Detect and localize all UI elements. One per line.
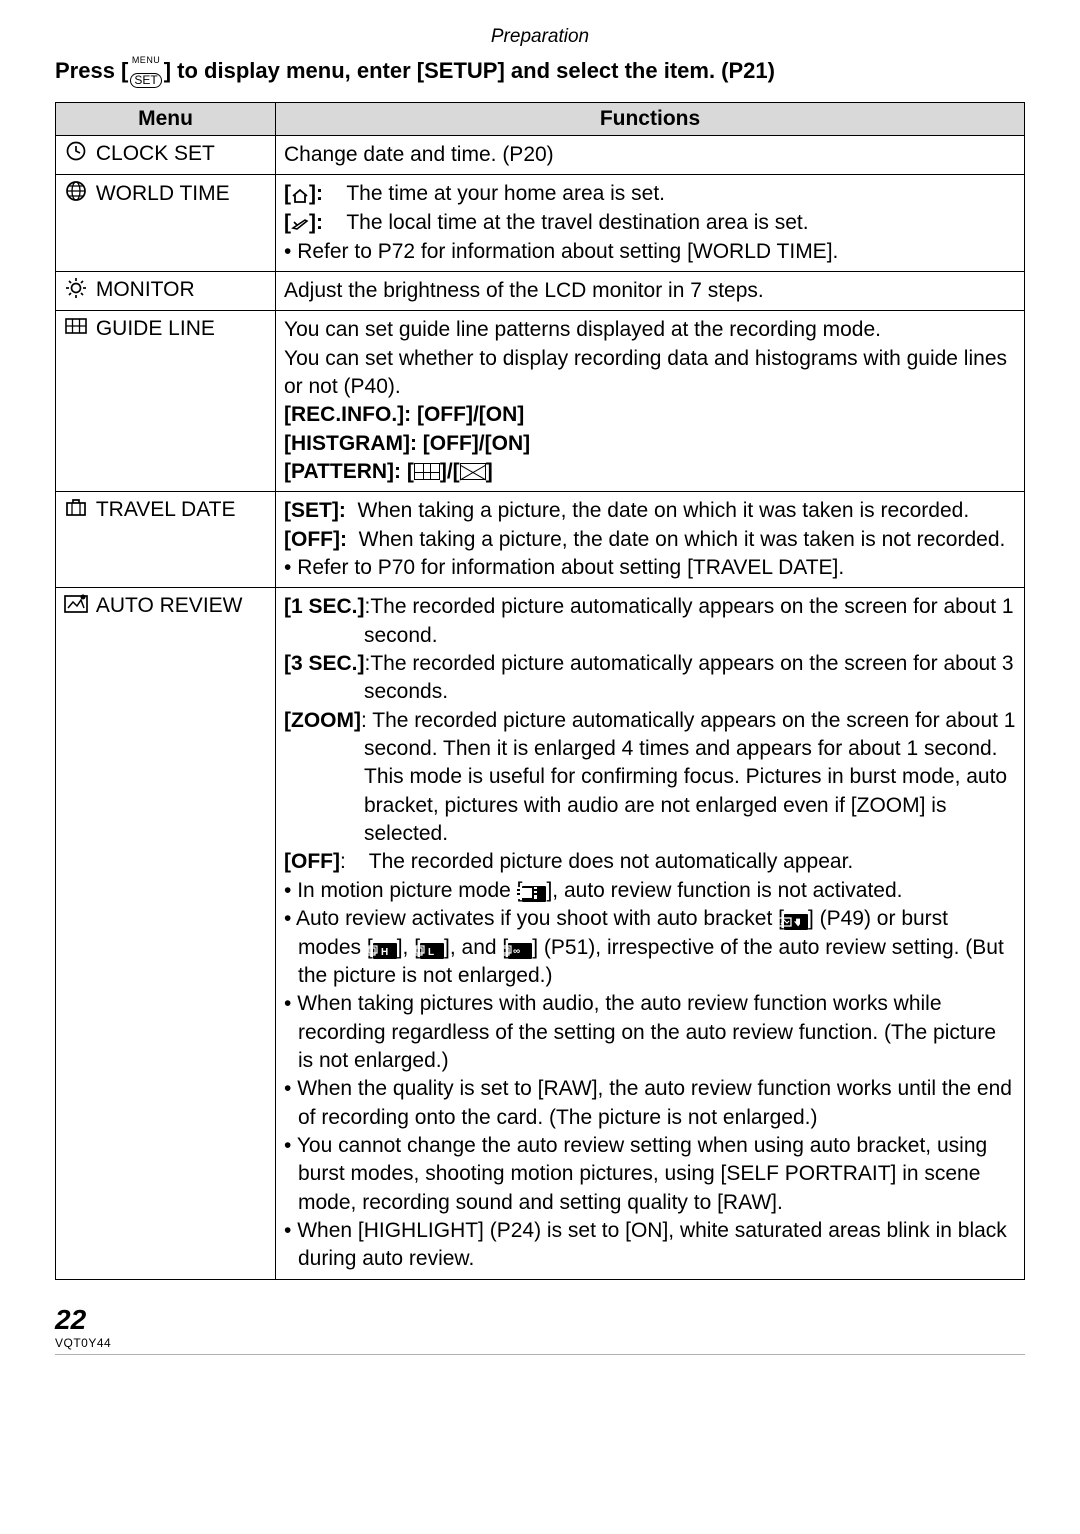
guide-rec: [REC.INFO.]: [OFF]/[ON] — [284, 401, 1016, 429]
auto-zoom-label: [ZOOM] — [284, 709, 361, 732]
guide-hist: [HISTGRAM]: [OFF]/[ON] — [284, 430, 1016, 458]
auto-3sec: [3 SEC.]:The recorded picture automatica… — [284, 650, 1016, 707]
auto-b3: When taking pictures with audio, the aut… — [284, 990, 1016, 1075]
travel-off-text: When taking a picture, the date on which… — [359, 528, 1006, 551]
plane-icon — [291, 209, 309, 237]
auto-1sec: [1 SEC.]:The recorded picture automatica… — [284, 593, 1016, 650]
auto-b2: Auto review activates if you shoot with … — [284, 905, 1016, 990]
travel-bracket-open: [ — [284, 211, 291, 234]
suitcase-icon — [62, 498, 90, 521]
page-footer: 22 VQT0Y44 — [55, 1304, 1025, 1355]
pattern-label: [PATTERN]: [ — [284, 460, 414, 483]
row-guide-line: GUIDE LINE You can set guide line patter… — [56, 311, 1025, 492]
pattern-grid-icon — [414, 463, 440, 480]
travel-set-text: When taking a picture, the date on which… — [358, 499, 970, 522]
svg-text:L: L — [428, 947, 434, 956]
home-text: The time at your home area is set. — [346, 182, 665, 205]
travel-text: The local time at the travel destination… — [346, 211, 808, 234]
auto-zoom: [ZOOM]: The recorded picture automatical… — [284, 707, 1016, 849]
menu-set-icon: MENU SET — [130, 56, 161, 88]
grid-menu-icon — [62, 318, 90, 339]
globe-icon — [62, 180, 90, 207]
guide-label: GUIDE LINE — [96, 317, 215, 341]
home-bracket-open: [ — [284, 182, 291, 205]
motion-picture-icon — [522, 886, 546, 902]
auto-b1: In motion picture mode [ ], auto review f… — [284, 877, 1016, 905]
footer-divider — [55, 1354, 1025, 1355]
travel-set-label: [SET]: — [284, 499, 346, 522]
auto-zoom-text: : The recorded picture automatically app… — [361, 709, 1016, 845]
set-text: SET — [130, 73, 161, 88]
instruction-line: Press [ MENU SET ] to display menu, ente… — [55, 56, 1025, 88]
col-menu: Menu — [56, 103, 276, 136]
travel-off: [OFF]: When taking a picture, the date o… — [284, 526, 1016, 554]
auto-b6: When [HIGHLIGHT] (P24) is set to [ON], w… — [284, 1217, 1016, 1274]
travel-bracket-close: ]: — [309, 211, 323, 234]
clock-label: CLOCK SET — [96, 142, 215, 166]
clock-icon — [62, 141, 90, 166]
travel-note: Refer to P70 for information about setti… — [284, 554, 1016, 582]
home-icon — [291, 181, 309, 209]
auto-review-label: AUTO REVIEW — [96, 594, 243, 618]
review-icon — [62, 593, 90, 618]
burst-h-icon: H — [373, 943, 397, 959]
world-travel-line: []: The local time at the travel destina… — [284, 209, 1016, 238]
svg-text:H: H — [381, 947, 388, 956]
section-header: Preparation — [55, 26, 1025, 48]
auto-off-label: [OFF] — [284, 850, 340, 873]
auto-3sec-label: [3 SEC.] — [284, 652, 365, 675]
travel-off-label: [OFF]: — [284, 528, 347, 551]
guide-pattern: [PATTERN]: [ ]/[] — [284, 458, 1016, 486]
brightness-icon — [62, 277, 90, 304]
row-travel-date: TRAVEL DATE [SET]: When taking a picture… — [56, 492, 1025, 588]
auto-1sec-text: :The recorded picture automatically appe… — [364, 595, 1014, 646]
auto-b5: You cannot change the auto review settin… — [284, 1132, 1016, 1217]
auto-bracket-icon: 🡇 — [784, 914, 808, 930]
menu-text: MENU — [130, 56, 161, 65]
auto-b4: When the quality is set to [RAW], the au… — [284, 1075, 1016, 1132]
burst-inf-icon: ∞ — [508, 943, 532, 959]
col-functions: Functions — [276, 103, 1025, 136]
row-world-time: WORLD TIME []: The time at your home are… — [56, 175, 1025, 272]
world-home-line: []: The time at your home area is set. — [284, 180, 1016, 209]
row-auto-review: AUTO REVIEW [1 SEC.]:The recorded pictur… — [56, 588, 1025, 1279]
auto-b1b: ], auto review function is not activated… — [546, 879, 902, 902]
pattern-end: ] — [486, 460, 493, 483]
world-note: Refer to P72 for information about setti… — [284, 238, 1016, 266]
row-clock-set: CLOCK SET Change date and time. (P20) — [56, 136, 1025, 175]
guide-l2: You can set whether to display recording… — [284, 345, 1016, 402]
travel-date-label: TRAVEL DATE — [96, 498, 236, 522]
auto-1sec-label: [1 SEC.] — [284, 595, 365, 618]
row-monitor: MONITOR Adjust the brightness of the LCD… — [56, 271, 1025, 310]
monitor-desc: Adjust the brightness of the LCD monitor… — [276, 271, 1025, 310]
burst-l-icon: L — [420, 943, 444, 959]
doc-code: VQT0Y44 — [55, 1336, 1025, 1350]
guide-l1: You can set guide line patterns displaye… — [284, 316, 1016, 344]
auto-b2d: ], and [ — [444, 936, 508, 959]
auto-off-text: : The recorded picture does not automati… — [340, 850, 853, 873]
pattern-mid: ]/[ — [440, 460, 460, 483]
svg-text:🡇: 🡇 — [794, 917, 800, 927]
auto-b2a: Auto review activates if you shoot with … — [296, 907, 784, 930]
home-bracket-close: ]: — [309, 182, 323, 205]
world-label: WORLD TIME — [96, 182, 230, 206]
auto-off: [OFF]: The recorded picture does not aut… — [284, 848, 1016, 876]
page-number: 22 — [55, 1304, 1025, 1336]
travel-set: [SET]: When taking a picture, the date o… — [284, 497, 1016, 525]
setup-table: Menu Functions CLOCK SET Change date and… — [55, 102, 1025, 1280]
auto-b1a: In motion picture mode [ — [297, 879, 522, 902]
clock-desc: Change date and time. (P20) — [276, 136, 1025, 175]
monitor-label: MONITOR — [96, 278, 195, 302]
svg-text:∞: ∞ — [513, 946, 520, 956]
instruction-suffix: ] to display menu, enter [SETUP] and sel… — [164, 58, 775, 83]
instruction-prefix: Press [ — [55, 58, 128, 83]
auto-3sec-text: :The recorded picture automatically appe… — [364, 652, 1014, 703]
pattern-diag-icon — [460, 463, 486, 480]
